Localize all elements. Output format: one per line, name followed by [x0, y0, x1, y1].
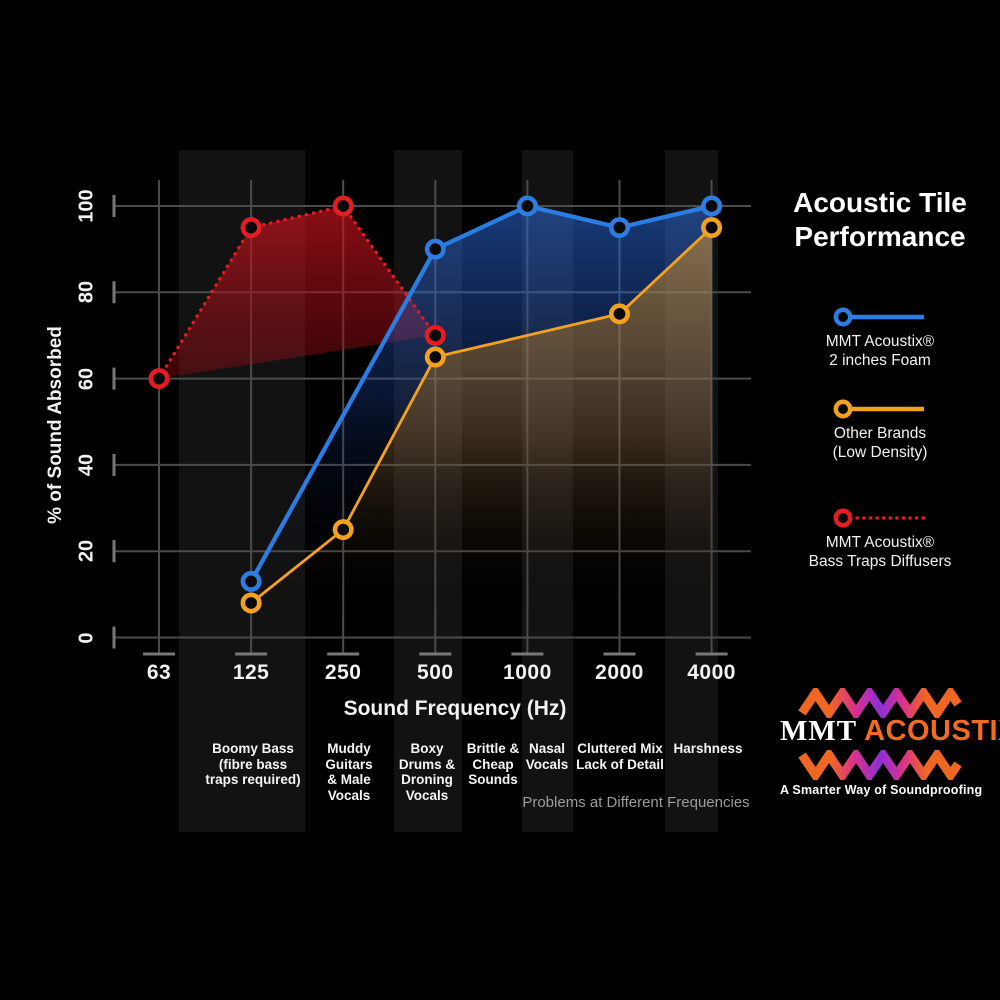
data-point-marker [240, 217, 262, 239]
legend-line-other-brands-icon [833, 399, 924, 419]
data-point-marker [332, 195, 354, 217]
brand-tagline: A Smarter Way of Soundproofing [780, 783, 983, 797]
data-point-marker [608, 217, 630, 239]
legend-label-bass-traps: MMT Acoustix® Bass Traps Diffusers [808, 534, 952, 570]
legend-item-bass-traps: MMT Acoustix® Bass Traps Diffusers [790, 507, 970, 571]
mmt-acoustix-logo: MMTACOUSTIX® A Smarter Way of Soundproof… [780, 688, 1000, 797]
data-point-marker [240, 570, 262, 592]
data-point-marker [424, 324, 446, 346]
logo-mmt-text: MMT [780, 715, 858, 747]
legend-line-bass-traps-icon [833, 508, 926, 528]
legend-item-other-brands: Other Brands (Low Density) [790, 398, 970, 462]
data-point-marker [701, 195, 723, 217]
data-point-marker [424, 346, 446, 368]
legend-line-foam-icon [833, 307, 924, 327]
data-point-marker [516, 195, 538, 217]
legend-item-foam: MMT Acoustix® 2 inches Foam [790, 306, 970, 370]
bass-traps-line [157, 204, 437, 381]
logo-acoustix-text: ACOUSTIX [864, 715, 1000, 747]
logo-zigzag-bottom-icon [798, 750, 962, 780]
data-point-marker [332, 519, 354, 541]
chart-title-line1: Acoustic Tile [793, 187, 967, 218]
data-point-marker [424, 238, 446, 260]
chart-title: Acoustic Tile Performance [775, 186, 985, 254]
chart-title-line2: Performance [794, 221, 966, 252]
logo-wordmark: MMTACOUSTIX® [780, 715, 1000, 752]
legend-label-foam: MMT Acoustix® 2 inches Foam [825, 333, 935, 369]
legend-label-other-brands: Other Brands (Low Density) [832, 425, 928, 461]
logo-zigzag-top-icon [798, 688, 962, 718]
data-point-marker [701, 217, 723, 239]
data-point-marker [608, 303, 630, 325]
data-point-marker [148, 368, 170, 390]
other-brands-area-fill [251, 227, 712, 618]
data-point-marker [240, 592, 262, 614]
bass-traps-area-fill [159, 206, 436, 379]
